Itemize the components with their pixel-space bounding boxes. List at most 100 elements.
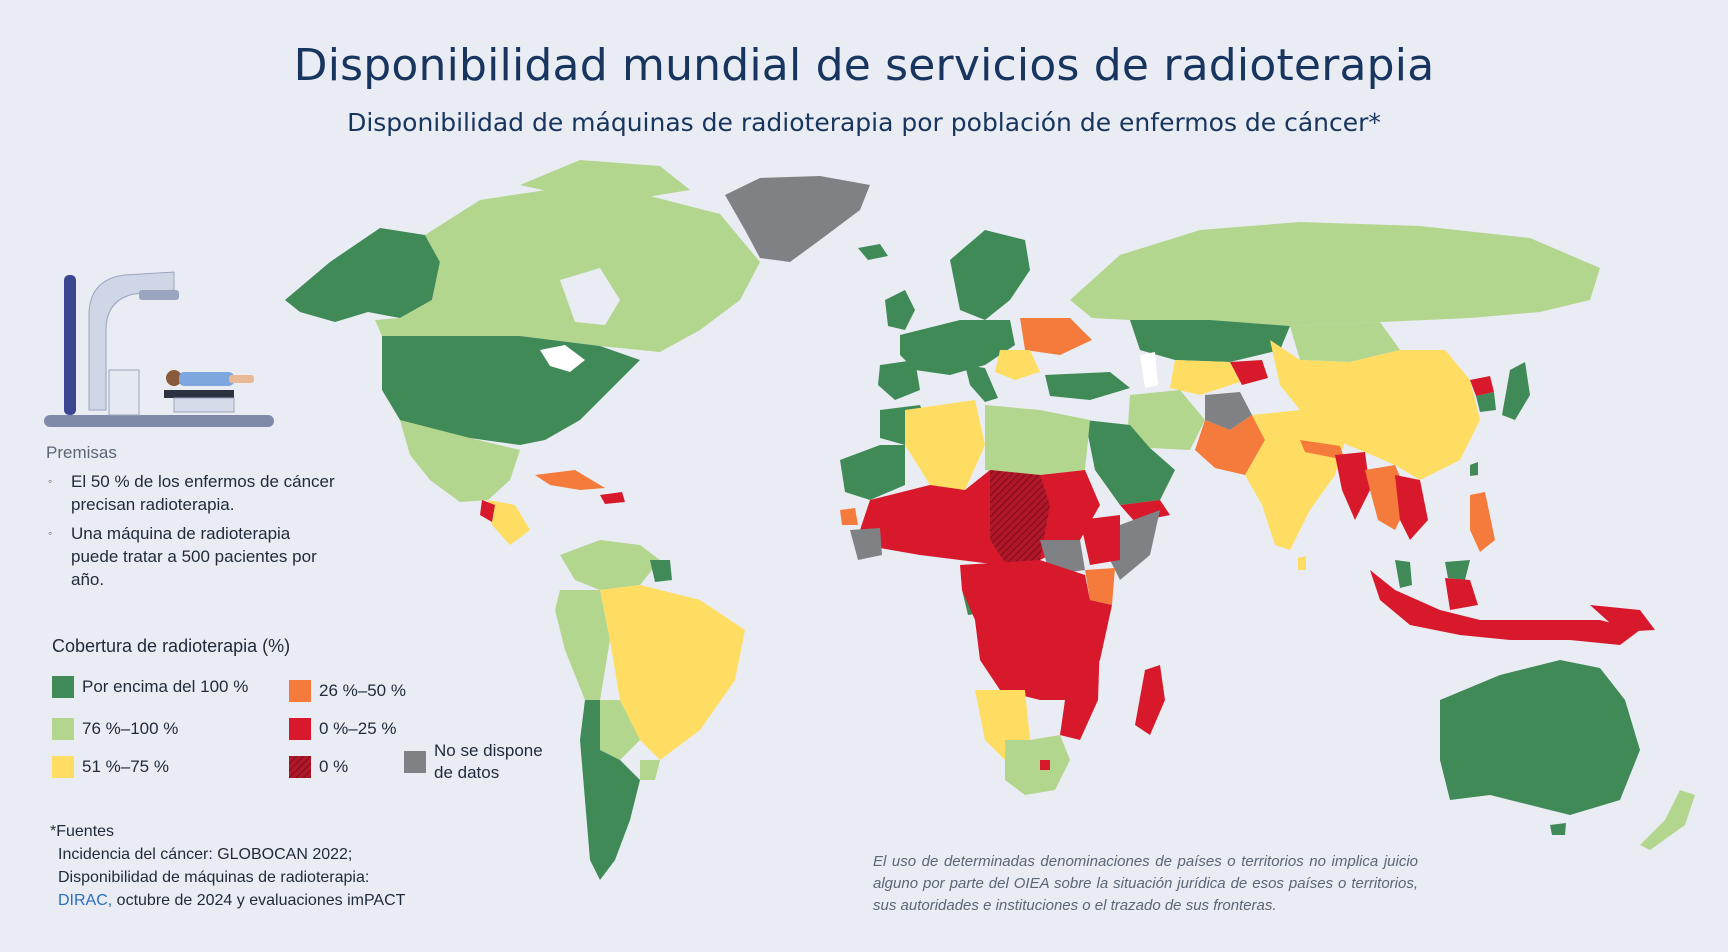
- russia: [1070, 222, 1600, 326]
- premisa-text: Una máquina de radioterapia puede tratar…: [71, 524, 317, 589]
- legend-swatch-hatched: [289, 756, 311, 778]
- argentina-chile: [580, 700, 640, 880]
- north-america-region: [285, 160, 888, 545]
- balkans-yellow: [995, 350, 1040, 380]
- tanzania-mozambique-red: [1060, 640, 1100, 740]
- legend-label: Por encima del 100 %: [82, 677, 249, 696]
- hudson-bay: [560, 268, 620, 325]
- bullet-icon: ◦: [48, 474, 53, 488]
- legend-item-76-100: 76 %–100 %: [52, 718, 178, 740]
- sierra-leone-nodata: [850, 528, 882, 560]
- nepal-bangladesh: [1300, 440, 1345, 460]
- legend-item-zero: 0 %: [289, 756, 348, 778]
- central-america-red: [480, 500, 495, 522]
- legend-label: No se dispone de datos: [434, 741, 543, 782]
- uruguay: [640, 760, 660, 780]
- europe-region: [878, 230, 1130, 402]
- mongolia: [1290, 322, 1400, 362]
- libya-egypt: [985, 405, 1090, 475]
- cuba: [535, 470, 605, 490]
- dirac-link[interactable]: DIRAC,: [58, 892, 113, 909]
- north-korea: [1470, 376, 1494, 396]
- pakistan: [1195, 415, 1265, 475]
- bullet-icon: ◦: [48, 526, 53, 540]
- sources-line: Disponibilidad de máquinas de radioterap…: [58, 869, 370, 886]
- kazakhstan: [1130, 320, 1290, 362]
- legend-swatch: [404, 751, 426, 773]
- asia-north-region: [1070, 222, 1600, 395]
- philippines: [1470, 492, 1495, 552]
- great-lakes: [540, 345, 585, 372]
- guyana: [650, 560, 672, 582]
- borneo-indonesia: [1445, 578, 1478, 610]
- central-asia-yellow: [1170, 360, 1240, 395]
- china: [1270, 340, 1480, 480]
- africa-region: [840, 400, 1165, 795]
- oceania-region: [1370, 492, 1695, 850]
- borneo-malaysia: [1445, 560, 1470, 580]
- south-asia-region: [1085, 390, 1428, 570]
- legend-item-0-25: 0 %–25 %: [289, 718, 397, 740]
- bolivia-paraguay: [600, 700, 640, 760]
- sources-line: DIRAC, octubre de 2024 y evaluaciones im…: [50, 889, 405, 912]
- ukraine: [1020, 318, 1092, 355]
- legend-item-26-50: 26 %–50 %: [289, 680, 406, 702]
- south-korea: [1476, 392, 1496, 412]
- premisa-item: ◦ Una máquina de radioterapia puede trata…: [46, 522, 336, 591]
- new-zealand: [1640, 790, 1695, 850]
- radiotherapy-machine-icon: [44, 271, 274, 427]
- south-africa: [1005, 735, 1070, 795]
- japan: [1502, 362, 1530, 420]
- legend-title: Cobertura de radioterapia (%): [52, 636, 291, 656]
- ecuador-peru: [555, 590, 610, 700]
- legend-label: 0 %–25 %: [319, 719, 397, 738]
- page-title: Disponibilidad mundial de servicios de r…: [293, 40, 1435, 91]
- east-asia-region: [1270, 340, 1530, 480]
- greenland: [725, 176, 870, 262]
- brazil: [600, 585, 745, 760]
- caspian-sea: [1140, 352, 1158, 388]
- legend-item-above100: Por encima del 100 %: [52, 676, 248, 698]
- premisa-item: ◦ El 50 % de los enfermos de cáncer preci…: [46, 470, 336, 516]
- legend-swatch: [52, 676, 74, 698]
- guatemala-honduras: [488, 500, 530, 545]
- sources-heading: *Fuentes: [50, 823, 115, 840]
- legend-swatch: [52, 756, 74, 778]
- south-america-region: [555, 540, 745, 880]
- iran: [1128, 390, 1205, 450]
- legend-label: 26 %–50 %: [319, 681, 406, 700]
- papua-new-guinea: [1590, 605, 1655, 632]
- somalia-nodata: [1110, 510, 1160, 580]
- madagascar: [1135, 665, 1165, 735]
- australia: [1440, 660, 1640, 815]
- canada-arctic-islands: [520, 160, 690, 198]
- legend-label: 51 %–75 %: [82, 757, 169, 776]
- premisas-heading: Premisas: [46, 443, 117, 462]
- legend-item-nodata: No se dispone de datos: [404, 740, 564, 784]
- sources-line: Incidencia del cáncer: GLOBOCAN 2022;: [58, 846, 353, 863]
- sri-lanka: [1298, 556, 1306, 570]
- lesotho: [1040, 760, 1050, 770]
- legend-swatch: [289, 718, 311, 740]
- tajikistan-kyrgyzstan: [1230, 360, 1268, 385]
- premisas-list: ◦ El 50 % de los enfermos de cáncer preci…: [46, 470, 336, 597]
- myanmar: [1335, 452, 1370, 520]
- colombia-venezuela: [560, 540, 660, 590]
- turkey: [1045, 372, 1130, 400]
- page-subtitle: Disponibilidad de máquinas de radioterap…: [347, 108, 1381, 137]
- ethiopia: [1080, 515, 1120, 565]
- legend-item-51-75: 51 %–75 %: [52, 756, 169, 778]
- kenya: [1085, 568, 1115, 605]
- legend-swatch: [289, 680, 311, 702]
- sources: *Fuentes Incidencia del cáncer: GLOBOCAN…: [50, 820, 405, 912]
- scandinavia: [950, 230, 1030, 320]
- iberia: [878, 360, 920, 400]
- west-africa-green: [840, 445, 905, 500]
- disclaimer: El uso de determinadas denominaciones de…: [873, 853, 1418, 914]
- malaysia: [1395, 560, 1412, 588]
- saudi-arabia: [1085, 420, 1175, 505]
- uk-ireland: [885, 290, 915, 330]
- legend-label: 76 %–100 %: [82, 719, 179, 738]
